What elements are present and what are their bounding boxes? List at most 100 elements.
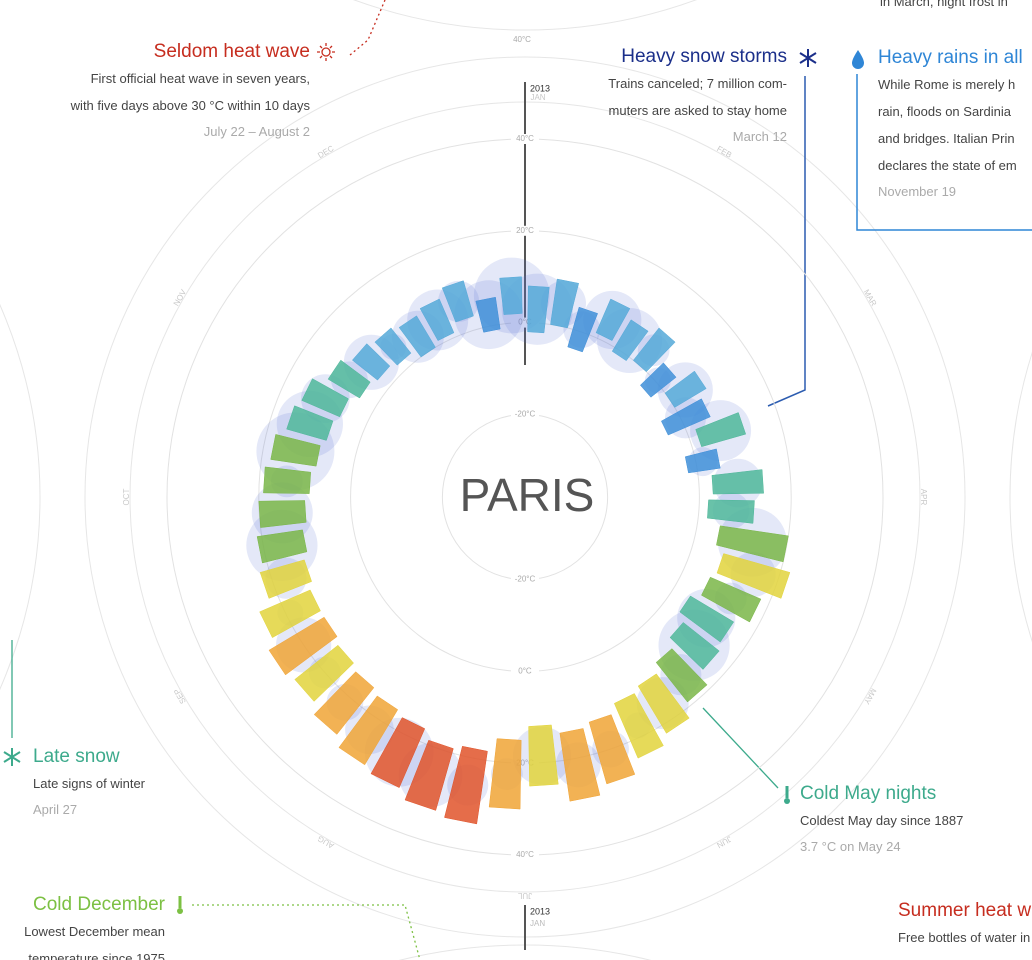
tick-label-bg xyxy=(511,666,539,677)
temperature-bar xyxy=(595,298,631,341)
temperature-bar xyxy=(567,306,598,353)
annotation-text: Late signs of winter xyxy=(33,776,146,791)
temperature-bar xyxy=(632,327,676,373)
temperature-bar xyxy=(661,398,711,436)
tick-label-bg xyxy=(511,317,539,328)
temperature-bar xyxy=(499,276,523,315)
temperature-bar xyxy=(669,622,720,670)
annotation-text: rain, floods on Sardinia xyxy=(878,104,1011,119)
tick-label: -20°C xyxy=(515,575,536,584)
temperature-bar xyxy=(374,327,412,366)
temperature-bar xyxy=(550,278,579,329)
temperature-bar xyxy=(707,499,755,524)
month-label: AUG xyxy=(316,834,336,850)
temperature-bar xyxy=(695,412,747,448)
tick-label-bg xyxy=(511,758,539,769)
tick-label-bg xyxy=(511,134,539,144)
annotation-text: Free bottles of water in trains a xyxy=(898,930,1032,945)
temperature-bar xyxy=(338,695,399,766)
tick-label: -20°C xyxy=(515,409,536,418)
annotation-text: Lowest December mean xyxy=(24,924,165,939)
temperature-bar xyxy=(640,362,677,398)
temperature-bar xyxy=(256,529,308,564)
annotation-text: Trains canceled; 7 million com- xyxy=(608,76,787,91)
annotation-text: and bridges. Italian Prin xyxy=(878,131,1015,146)
tick-label: 40°C xyxy=(513,35,531,44)
month-label: JAN xyxy=(530,93,545,102)
temperature-bar xyxy=(441,280,474,323)
tick-label: 20°C xyxy=(516,226,534,235)
month-label: MAR xyxy=(862,288,879,308)
temperature-bar xyxy=(716,525,789,563)
annotation-text: temperature since 1975 xyxy=(28,951,165,960)
tick-label-bg xyxy=(511,574,539,585)
chart-title: PARIS xyxy=(460,469,595,521)
annotation-title: Seldom heat wave xyxy=(153,41,310,62)
annotation: Seldom heat wave First official heat wave… xyxy=(71,39,310,145)
annotation-date: July 22 – August 2 xyxy=(203,124,310,139)
annotation: Heavy rains in all While Rome is merely h… xyxy=(878,45,1023,205)
year-label: 2013 xyxy=(530,906,550,916)
annotation: in March, night frost in xyxy=(880,0,1008,15)
temperature-bar xyxy=(259,589,321,638)
annotation: Summer heat w Free bottles of water in tr… xyxy=(898,898,1032,951)
temperature-bar xyxy=(613,693,664,759)
temperature-bar xyxy=(313,671,375,735)
temperature-bar xyxy=(588,714,636,785)
month-label: MAY xyxy=(862,687,878,707)
annotation: Heavy snow storms Trains canceled; 7 mill… xyxy=(608,44,787,150)
month-label: JUN xyxy=(715,834,733,850)
month-label: APR xyxy=(919,489,928,506)
temperature-bar xyxy=(637,673,690,734)
temperature-bar xyxy=(258,500,307,528)
annotation-date: 3.7 °C on May 24 xyxy=(800,839,901,854)
temperature-bar xyxy=(679,595,735,643)
plot: -20°C-20°C0°C0°C20°C20°C40°C40°CJANFEBMA… xyxy=(122,93,928,900)
annotation-title: Cold May nights xyxy=(800,783,937,804)
temperature-bar xyxy=(286,405,334,441)
temperature-bar xyxy=(404,739,454,811)
temperature-bar xyxy=(716,553,791,599)
temperature-bar xyxy=(259,559,312,599)
tick-label-bg xyxy=(511,225,539,236)
annotation-title: Cold December xyxy=(33,894,165,915)
annotation: Cold May nights Coldest May day since 188… xyxy=(800,781,963,860)
temperature-bar xyxy=(475,296,501,333)
annotation-text: muters are asked to stay home xyxy=(608,103,787,118)
temperature-bar xyxy=(527,285,550,334)
tick-label-bg xyxy=(511,850,539,860)
annotation-text: declares the state of em xyxy=(878,158,1017,173)
annotation-text: While Rome is merely h xyxy=(878,77,1016,92)
annotation-date: April 27 xyxy=(33,802,78,817)
temperature-bar xyxy=(301,378,349,418)
temperature-bar xyxy=(655,648,708,703)
annotation-title: Late snow xyxy=(33,746,120,767)
tick-label: 40°C xyxy=(516,134,534,143)
temperature-bar xyxy=(398,315,436,358)
temperature-bar xyxy=(270,434,321,467)
annotation-title: Heavy rains in all xyxy=(878,47,1023,68)
temperature-bar xyxy=(294,644,354,702)
month-label: JAN xyxy=(530,919,545,928)
tick-label: 0°C xyxy=(518,318,532,327)
tick-label-bg xyxy=(511,409,539,420)
temperature-bar xyxy=(263,466,311,494)
tick-label: 0°C xyxy=(518,667,532,676)
annotation-decor xyxy=(3,0,1032,960)
annotation-date: March 12 xyxy=(732,129,787,144)
temperature-bar xyxy=(327,359,371,399)
temperature-bar xyxy=(488,738,522,810)
temperature-bar xyxy=(611,319,649,362)
month-label: DEC xyxy=(316,144,335,160)
annotation-title: Summer heat w xyxy=(898,900,1032,921)
annotation: Cold December Lowest December mean tempera… xyxy=(24,892,165,960)
temperature-bar xyxy=(351,343,391,381)
annotation-text: with five days above 30 °C within 10 day… xyxy=(70,98,310,113)
annotation: Late snow Late signs of winter April 27 xyxy=(33,744,145,823)
annotation-text: in March, night frost in xyxy=(880,0,1008,9)
temperature-bar xyxy=(370,717,426,788)
month-label: OCT xyxy=(122,488,131,505)
temperature-bar xyxy=(701,576,762,623)
temperature-bar xyxy=(268,616,338,676)
